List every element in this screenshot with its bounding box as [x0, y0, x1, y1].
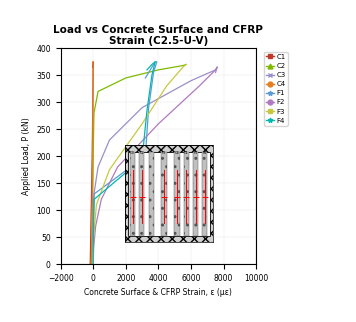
F2 [91, 246, 96, 250]
X-axis label: Concrete Surface & CFRP Strain, ε (με): Concrete Surface & CFRP Strain, ε (με) [84, 288, 232, 297]
F4 [91, 262, 95, 266]
C2 [184, 62, 188, 66]
F1 [150, 65, 154, 69]
Line: F1: F1 [93, 62, 157, 237]
C1 [88, 246, 93, 250]
Line: C1: C1 [90, 62, 93, 264]
F4 [153, 60, 157, 64]
C3 [108, 138, 112, 142]
F3 [181, 65, 185, 69]
C1 [91, 100, 95, 104]
F1 [151, 71, 156, 74]
F1 [92, 192, 96, 196]
F3 [184, 62, 188, 66]
F1 [91, 224, 95, 228]
F4 [92, 197, 96, 201]
C4 [91, 60, 95, 64]
C2 [92, 111, 96, 115]
F3 [164, 84, 169, 88]
F2 [215, 65, 219, 69]
C4 [91, 68, 95, 72]
FancyArrowPatch shape [131, 188, 165, 235]
F2 [115, 165, 120, 169]
Line: F4: F4 [93, 62, 155, 264]
C2 [91, 144, 95, 147]
C1 [91, 60, 95, 64]
C2 [90, 241, 94, 244]
Line: C3: C3 [92, 67, 217, 264]
C2 [156, 68, 161, 72]
Line: C2: C2 [91, 64, 186, 264]
C2 [91, 176, 95, 180]
F1 [153, 60, 157, 64]
C1 [91, 62, 95, 66]
F1 [91, 208, 96, 212]
F2 [91, 262, 95, 266]
F1 [155, 60, 159, 64]
F4 [145, 109, 149, 112]
C3 [96, 165, 100, 169]
F1 [143, 154, 147, 158]
F4 [150, 73, 154, 77]
Line: F3: F3 [93, 64, 186, 264]
C4 [90, 230, 94, 234]
C2 [89, 262, 93, 266]
C3 [140, 106, 144, 109]
C4 [91, 95, 95, 99]
F4 [140, 157, 144, 161]
Line: C4: C4 [92, 62, 93, 264]
C1 [89, 192, 94, 196]
Line: F2: F2 [93, 67, 217, 264]
C2 [124, 76, 128, 80]
F2 [156, 122, 161, 126]
C3 [215, 65, 219, 69]
F2 [99, 197, 104, 201]
F1 [143, 76, 147, 80]
F2 [197, 84, 201, 88]
C4 [90, 149, 95, 153]
C4 [90, 262, 94, 266]
F1 [147, 106, 151, 109]
C1 [91, 68, 95, 72]
C1 [88, 262, 92, 266]
F2 [94, 224, 98, 228]
F4 [145, 68, 149, 72]
C2 [96, 90, 100, 93]
C3 [213, 68, 218, 72]
Y-axis label: Applied Load, P (kN): Applied Load, P (kN) [22, 117, 31, 195]
C3 [90, 262, 94, 266]
C4 [90, 192, 94, 196]
C1 [91, 65, 95, 69]
C1 [89, 224, 93, 228]
C1 [91, 62, 95, 66]
Legend: C1, C2, C3, C4, F1, F2, F3, F4: C1, C2, C3, C4, F1, F2, F3, F4 [264, 52, 288, 126]
C3 [91, 219, 95, 223]
F3 [108, 168, 112, 172]
C3 [90, 241, 94, 244]
F3 [94, 203, 99, 207]
F2 [213, 68, 218, 72]
F3 [91, 262, 95, 266]
F4 [150, 62, 154, 66]
F1 [91, 235, 95, 239]
C4 [91, 62, 95, 66]
F4 [91, 241, 95, 244]
C1 [90, 154, 94, 158]
C2 [181, 64, 185, 68]
Title: Load vs Concrete Surface and CFRP
Strain (C2.5-U-V): Load vs Concrete Surface and CFRP Strain… [53, 24, 263, 46]
F3 [91, 235, 96, 239]
C2 [90, 213, 94, 217]
C3 [92, 192, 96, 196]
F4 [91, 219, 96, 223]
C3 [189, 79, 193, 83]
C3 [213, 71, 218, 74]
F3 [140, 122, 144, 126]
